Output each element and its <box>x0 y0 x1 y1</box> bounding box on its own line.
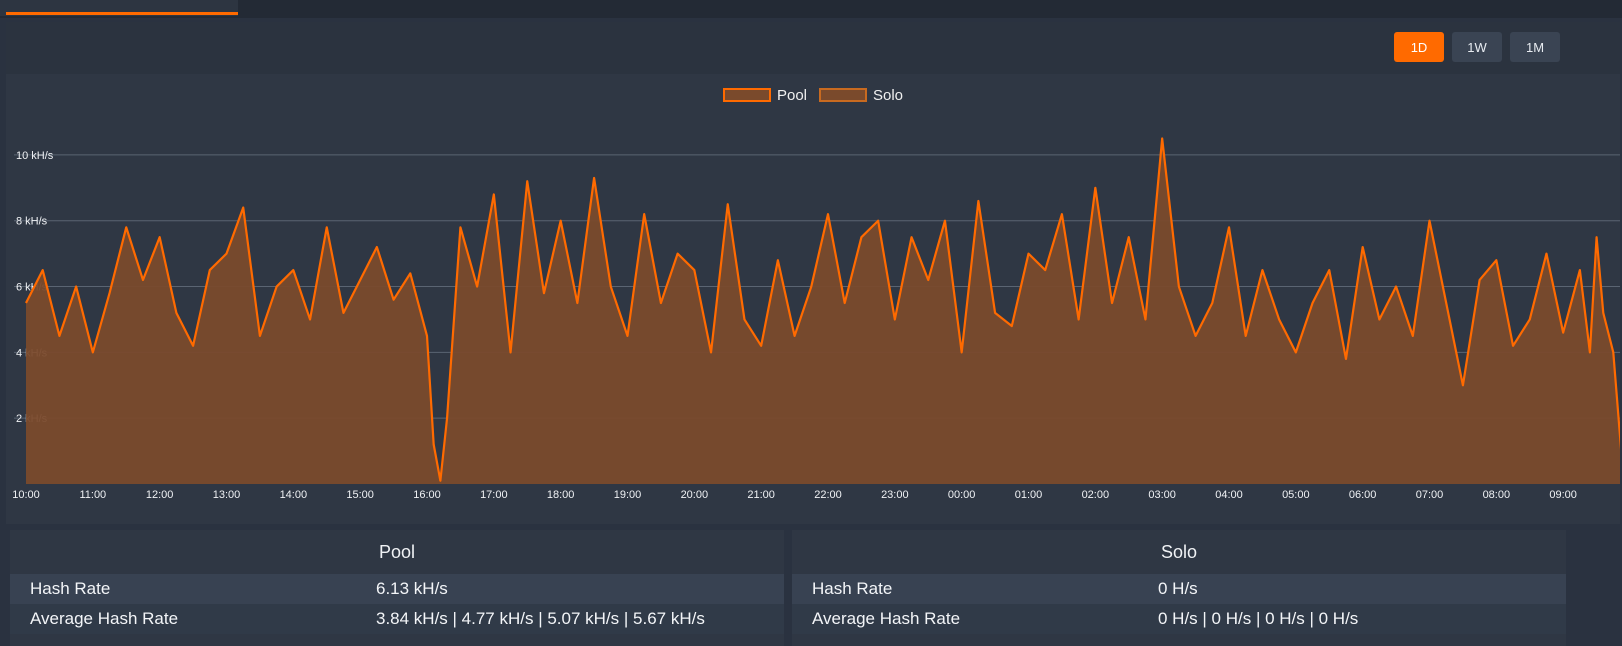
pool-avg-hash-rate-label: Average Hash Rate <box>30 609 179 628</box>
x-tick-label: 01:00 <box>1015 489 1043 501</box>
chart-toolbar: 1D 1W 1M <box>6 22 1620 74</box>
pool-stats-title: Pool <box>10 530 784 574</box>
pool-hash-rate-label: Hash Rate <box>30 579 111 598</box>
x-tick-label: 07:00 <box>1416 489 1444 501</box>
top-tab-strip <box>0 0 1622 18</box>
solo-avg-hash-rate-label: Average Hash Rate <box>812 609 961 628</box>
range-1w-button[interactable]: 1W <box>1452 32 1502 62</box>
range-1d-button[interactable]: 1D <box>1394 32 1444 62</box>
solo-hash-rate-label: Hash Rate <box>812 579 893 598</box>
hashrate-chart-panel: 1D 1W 1M Pool Solo 2 kH/s4 kH/s6 kH/s8 k… <box>6 22 1620 524</box>
pool-area-fill <box>26 138 1620 484</box>
x-tick-label: 04:00 <box>1215 489 1243 501</box>
x-tick-label: 03:00 <box>1148 489 1176 501</box>
range-1m-button[interactable]: 1M <box>1510 32 1560 62</box>
x-tick-label: 22:00 <box>814 489 842 501</box>
pool-hash-rate-row: Hash Rate 6.13 kH/s <box>10 574 784 604</box>
x-tick-label: 20:00 <box>681 489 709 501</box>
x-tick-label: 21:00 <box>747 489 775 501</box>
pool-stats-table: Pool Hash Rate 6.13 kH/s Average Hash Ra… <box>10 530 784 646</box>
pool-avg-hash-rate-value: 3.84 kH/s | 4.77 kH/s | 5.07 kH/s | 5.67… <box>376 609 705 628</box>
pool-series-line <box>25 137 1620 482</box>
pool-hash-rate-value: 6.13 kH/s <box>376 579 448 598</box>
legend-item-pool[interactable]: Pool <box>722 86 807 104</box>
x-tick-label: 17:00 <box>480 489 508 501</box>
x-tick-label: 06:00 <box>1349 489 1377 501</box>
x-tick-label: 18:00 <box>547 489 575 501</box>
pool-avg-hash-rate-row: Average Hash Rate 3.84 kH/s | 4.77 kH/s … <box>10 604 784 634</box>
solo-stats-title: Solo <box>792 530 1566 574</box>
x-tick-label: 23:00 <box>881 489 909 501</box>
legend-label-pool: Pool <box>776 86 807 104</box>
x-tick-label: 16:00 <box>413 489 441 501</box>
solo-avg-hash-rate-row: Average Hash Rate 0 H/s | 0 H/s | 0 H/s … <box>792 604 1566 634</box>
x-tick-label: 15:00 <box>346 489 374 501</box>
x-tick-label: 19:00 <box>614 489 642 501</box>
chart-legend: Pool Solo <box>6 84 1620 106</box>
legend-label-solo: Solo <box>873 86 904 104</box>
solo-hash-rate-value: 0 H/s <box>1158 579 1198 598</box>
x-tick-label: 10:00 <box>12 489 40 501</box>
x-tick-label: 09:00 <box>1549 489 1577 501</box>
solo-avg-hash-rate-value: 0 H/s | 0 H/s | 0 H/s | 0 H/s <box>1158 609 1359 628</box>
active-tab-underline <box>6 12 238 15</box>
x-tick-label: 02:00 <box>1082 489 1110 501</box>
x-tick-label: 12:00 <box>146 489 174 501</box>
stats-tables: Pool Hash Rate 6.13 kH/s Average Hash Ra… <box>10 530 1622 646</box>
x-tick-label: 13:00 <box>213 489 241 501</box>
x-tick-label: 00:00 <box>948 489 976 501</box>
x-tick-label: 11:00 <box>79 489 106 501</box>
y-tick-label: 10 kH/s <box>16 150 54 162</box>
solo-stats-table: Solo Hash Rate 0 H/s Average Hash Rate 0… <box>792 530 1566 646</box>
x-tick-label: 14:00 <box>280 489 308 501</box>
legend-swatch-pool <box>722 88 771 102</box>
hashrate-area-chart: 2 kH/s4 kH/s6 kH/s8 kH/s10 kH/s10:0011:0… <box>12 137 1620 501</box>
legend-item-solo[interactable]: Solo <box>819 87 903 104</box>
solo-hash-rate-row: Hash Rate 0 H/s <box>792 574 1566 604</box>
x-tick-label: 08:00 <box>1483 489 1511 501</box>
legend-swatch-solo <box>819 88 867 102</box>
x-tick-label: 05:00 <box>1282 489 1310 501</box>
y-tick-label: 8 kH/s <box>16 216 48 228</box>
